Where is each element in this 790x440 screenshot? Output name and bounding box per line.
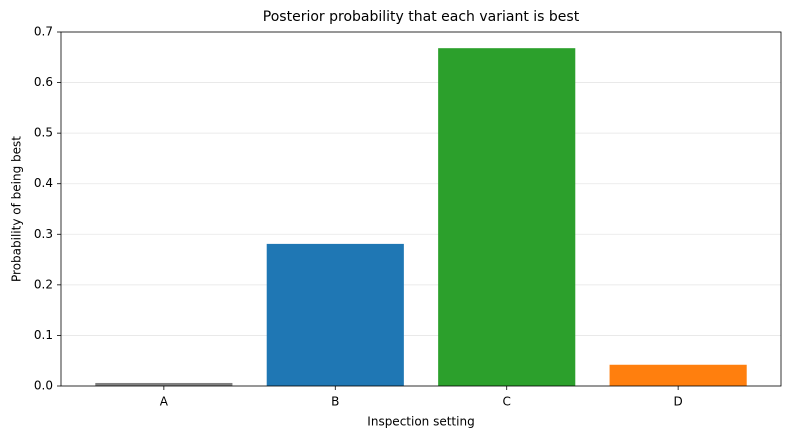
y-tick-label: 0.4	[34, 176, 53, 190]
y-tick-label: 0.1	[34, 328, 53, 342]
plot-frame	[60, 31, 782, 387]
x-axis-label: Inspection setting	[367, 415, 474, 429]
y-tick-label: 0.6	[34, 75, 53, 89]
y-tick-label: 0.3	[34, 227, 53, 241]
chart-title: Posterior probability that each variant …	[263, 9, 580, 25]
y-tick-label: 0.0	[34, 379, 53, 393]
bar	[266, 243, 404, 386]
x-tick-label: B	[331, 395, 339, 409]
x-tick-label: A	[160, 395, 169, 409]
y-tick-label: 0.2	[34, 277, 53, 291]
x-tick-label: D	[674, 395, 683, 409]
y-tick-label: 0.7	[34, 25, 53, 39]
bar	[609, 364, 747, 386]
x-tick-label: C	[503, 395, 511, 409]
y-tick-label: 0.5	[34, 126, 53, 140]
bar	[95, 382, 233, 386]
bar	[438, 48, 576, 386]
y-axis-label: Probability of being best	[10, 136, 24, 282]
